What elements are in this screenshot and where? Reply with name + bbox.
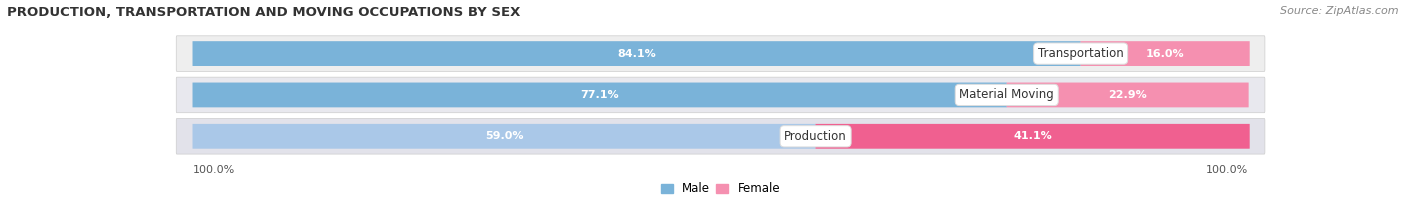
Text: 84.1%: 84.1%	[617, 49, 657, 59]
Text: 16.0%: 16.0%	[1146, 49, 1184, 59]
FancyBboxPatch shape	[176, 77, 1265, 113]
Text: Production: Production	[785, 130, 846, 143]
Text: 22.9%: 22.9%	[1108, 90, 1147, 100]
Text: 100.0%: 100.0%	[193, 165, 235, 175]
Text: PRODUCTION, TRANSPORTATION AND MOVING OCCUPATIONS BY SEX: PRODUCTION, TRANSPORTATION AND MOVING OC…	[7, 6, 520, 19]
FancyBboxPatch shape	[193, 41, 1081, 66]
Text: 77.1%: 77.1%	[581, 90, 619, 100]
Legend: Male, Female: Male, Female	[661, 182, 780, 195]
Text: Material Moving: Material Moving	[959, 88, 1054, 101]
FancyBboxPatch shape	[1081, 41, 1250, 66]
FancyBboxPatch shape	[176, 119, 1265, 154]
Text: 59.0%: 59.0%	[485, 131, 523, 141]
Text: Transportation: Transportation	[1038, 47, 1123, 60]
Text: 41.1%: 41.1%	[1014, 131, 1052, 141]
FancyBboxPatch shape	[176, 36, 1265, 71]
Text: 100.0%: 100.0%	[1206, 165, 1249, 175]
FancyBboxPatch shape	[1007, 83, 1249, 107]
FancyBboxPatch shape	[815, 124, 1250, 149]
FancyBboxPatch shape	[193, 124, 815, 149]
FancyBboxPatch shape	[193, 83, 1007, 107]
Text: Source: ZipAtlas.com: Source: ZipAtlas.com	[1281, 6, 1399, 16]
